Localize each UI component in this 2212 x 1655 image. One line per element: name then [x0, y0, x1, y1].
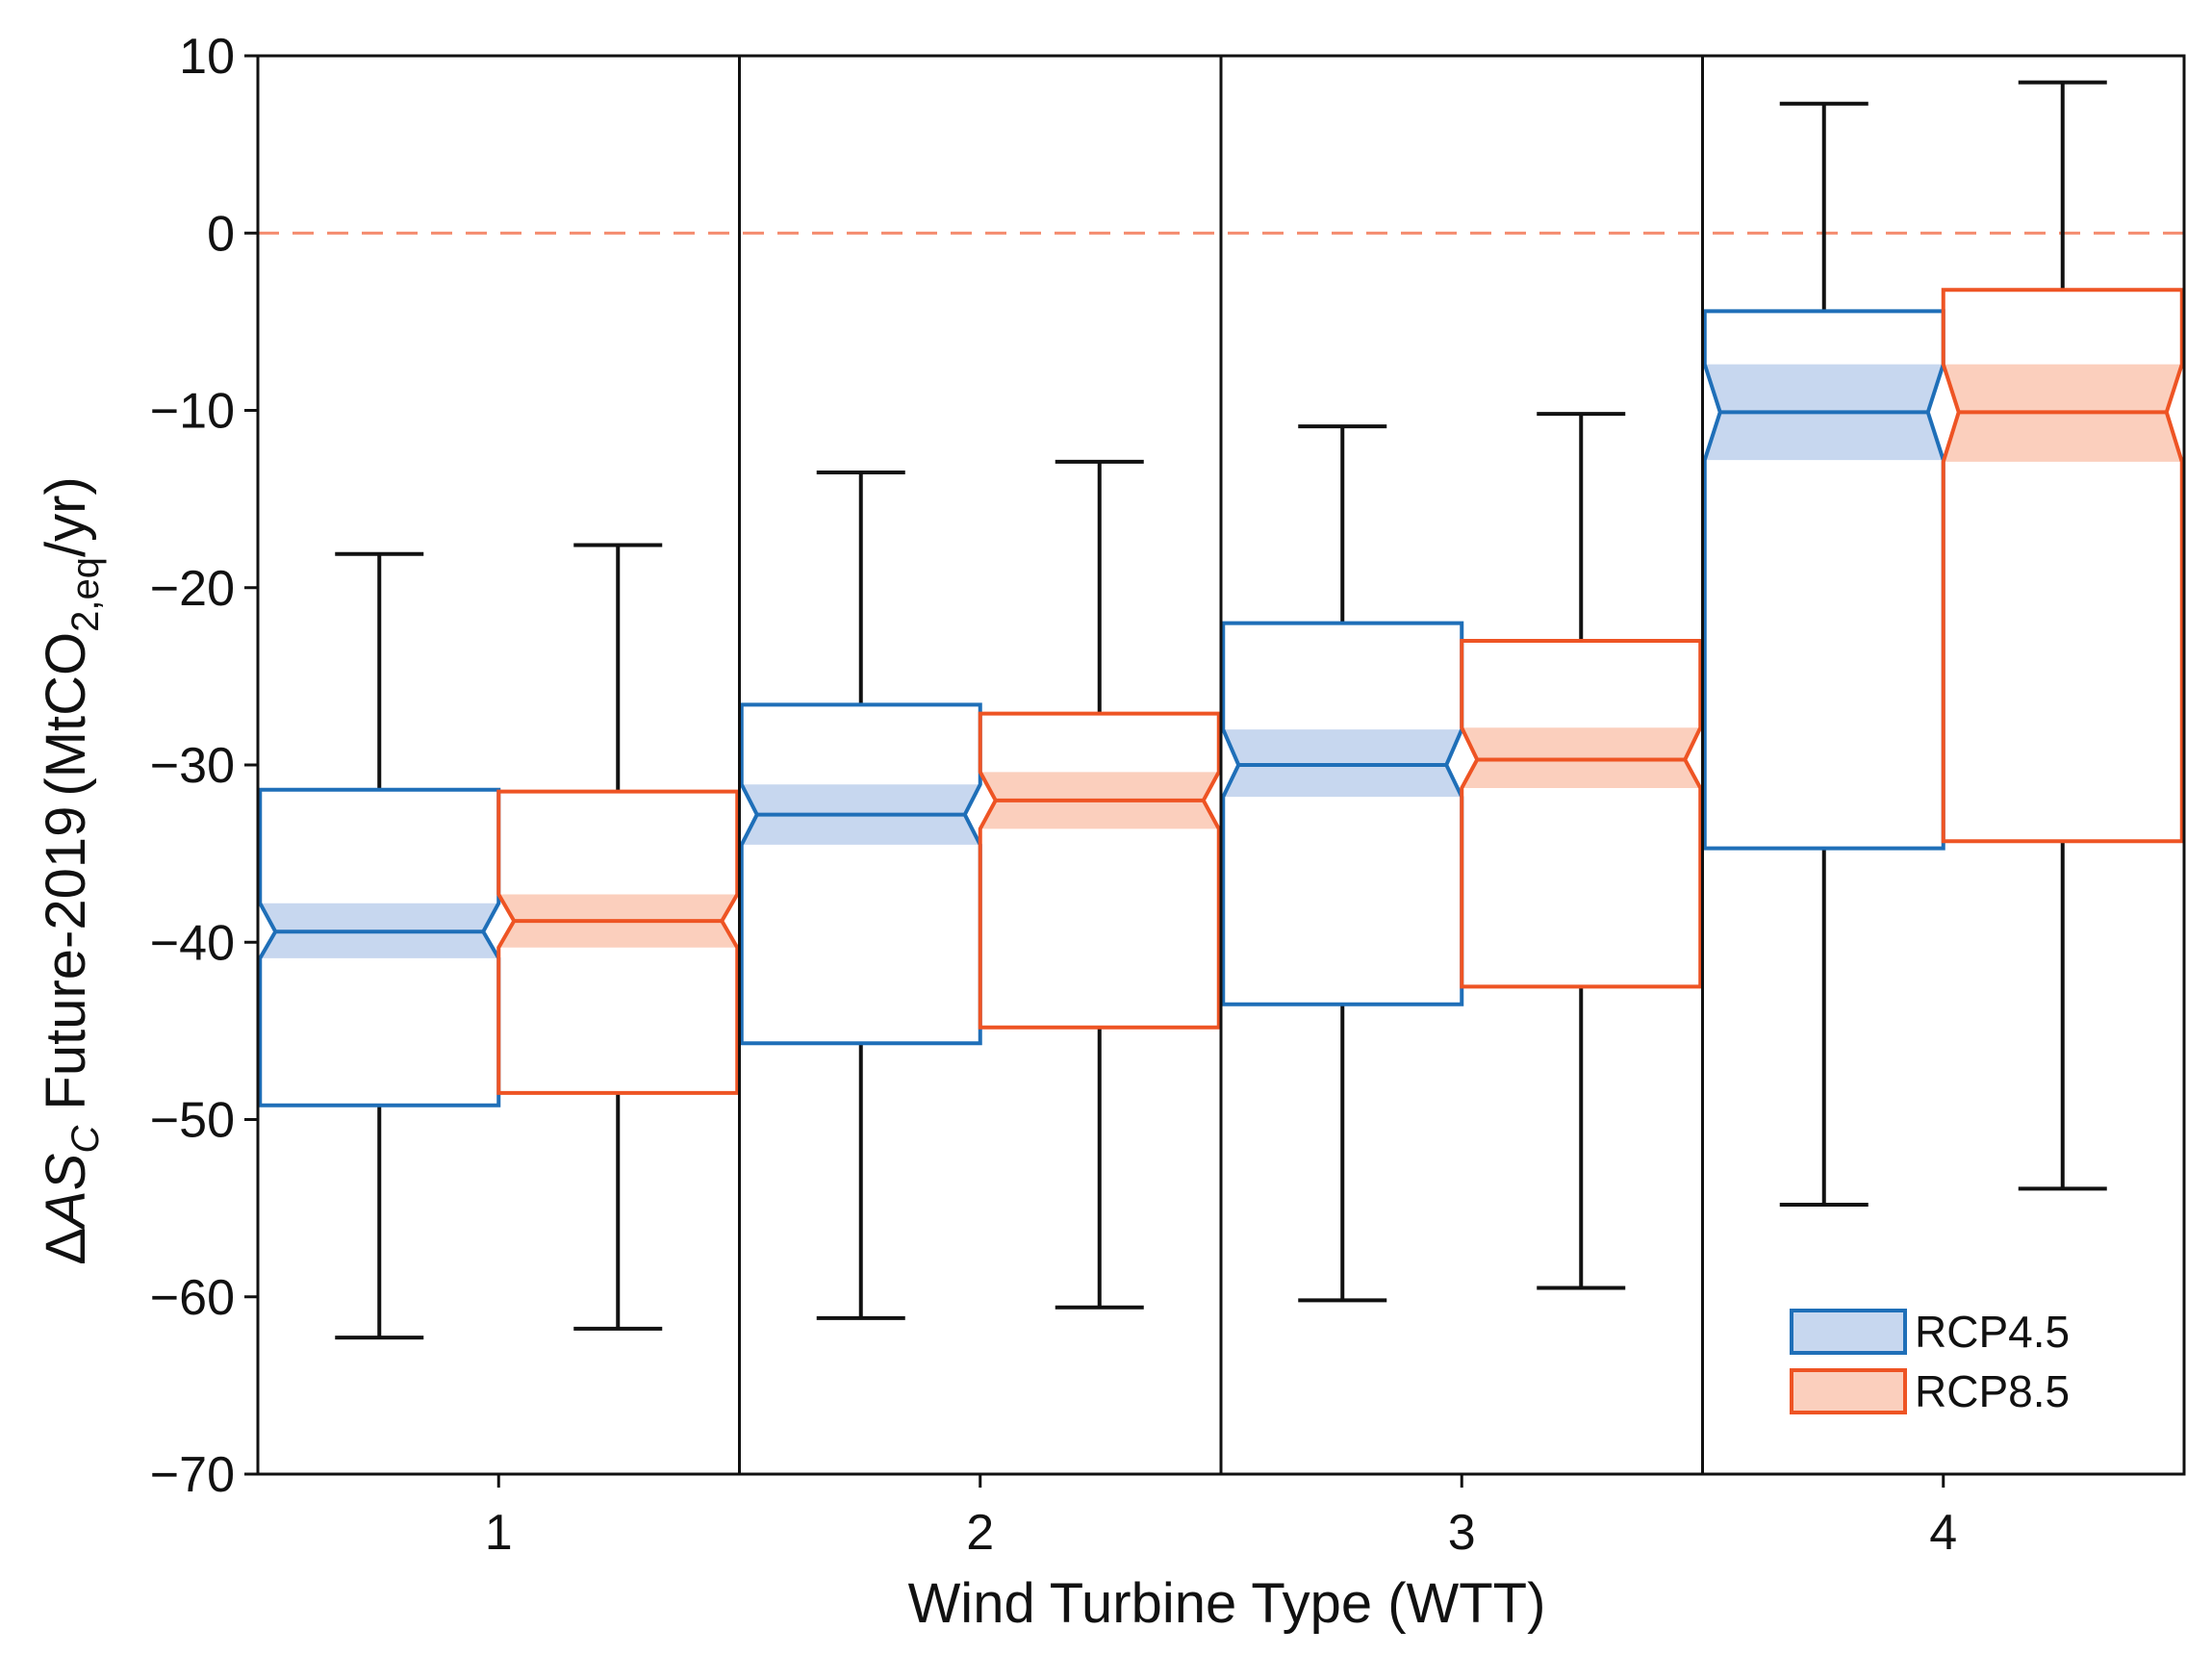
box-RCP85-wtt-3 — [1460, 412, 1703, 1290]
y-axis: 10 0 −10 −20 −30 −40 −50 −60 −70 — [150, 29, 258, 1503]
y-tick-label: 10 — [179, 29, 235, 85]
y-title-unit-open: (MtCO — [35, 632, 97, 797]
box-outline — [1460, 639, 1703, 989]
boxes-layer — [258, 80, 2184, 1340]
box-outline — [1941, 288, 2184, 844]
y-title-as: AS — [35, 1153, 97, 1231]
y-tick-label: −50 — [150, 1093, 235, 1149]
y-axis-title: ΔASC Future-2019 (MtCO2,eq/yr) — [35, 476, 107, 1264]
x-tick-label-4: 4 — [1929, 1505, 1957, 1561]
y-tick-label: 0 — [207, 206, 235, 262]
legend-swatch-RCP45 — [1790, 1309, 1907, 1355]
y-title-unit-sub: 2,eq — [64, 557, 107, 632]
y-tick-label: −70 — [150, 1447, 235, 1503]
y-tick-label: −60 — [150, 1270, 235, 1326]
y-tick-label: −20 — [150, 561, 235, 617]
y-title-as-sub: C — [64, 1125, 107, 1154]
y-title-unit-close: /yr) — [35, 476, 97, 557]
y-title-period: Future-2019 — [35, 806, 97, 1126]
legend-label-RCP45: RCP4.5 — [1915, 1307, 2070, 1357]
box-RCP85-wtt-1 — [496, 543, 740, 1331]
legend-label-RCP85: RCP8.5 — [1915, 1366, 2070, 1416]
x-tick-label-1: 1 — [485, 1505, 513, 1561]
box-RCP45-wtt-3 — [1221, 424, 1464, 1303]
x-axis: 1 2 3 4 — [485, 1474, 1957, 1561]
legend: RCP4.5 RCP8.5 — [1790, 1307, 2070, 1416]
y-tick-label: −10 — [150, 384, 235, 440]
box-RCP85-wtt-4 — [1941, 80, 2184, 1191]
y-tick-label: −40 — [150, 915, 235, 971]
y-tick-label: −30 — [150, 738, 235, 794]
x-axis-title: Wind Turbine Type (WTT) — [908, 1572, 1546, 1635]
box-RCP45-wtt-2 — [739, 470, 982, 1320]
box-RCP85-wtt-2 — [978, 459, 1221, 1310]
y-title-delta: Δ — [35, 1228, 97, 1265]
x-tick-label-2: 2 — [966, 1505, 994, 1561]
legend-swatch-RCP85 — [1790, 1368, 1907, 1414]
x-tick-label-3: 3 — [1448, 1505, 1476, 1561]
box-outline — [978, 711, 1221, 1030]
box-outline — [496, 789, 740, 1095]
